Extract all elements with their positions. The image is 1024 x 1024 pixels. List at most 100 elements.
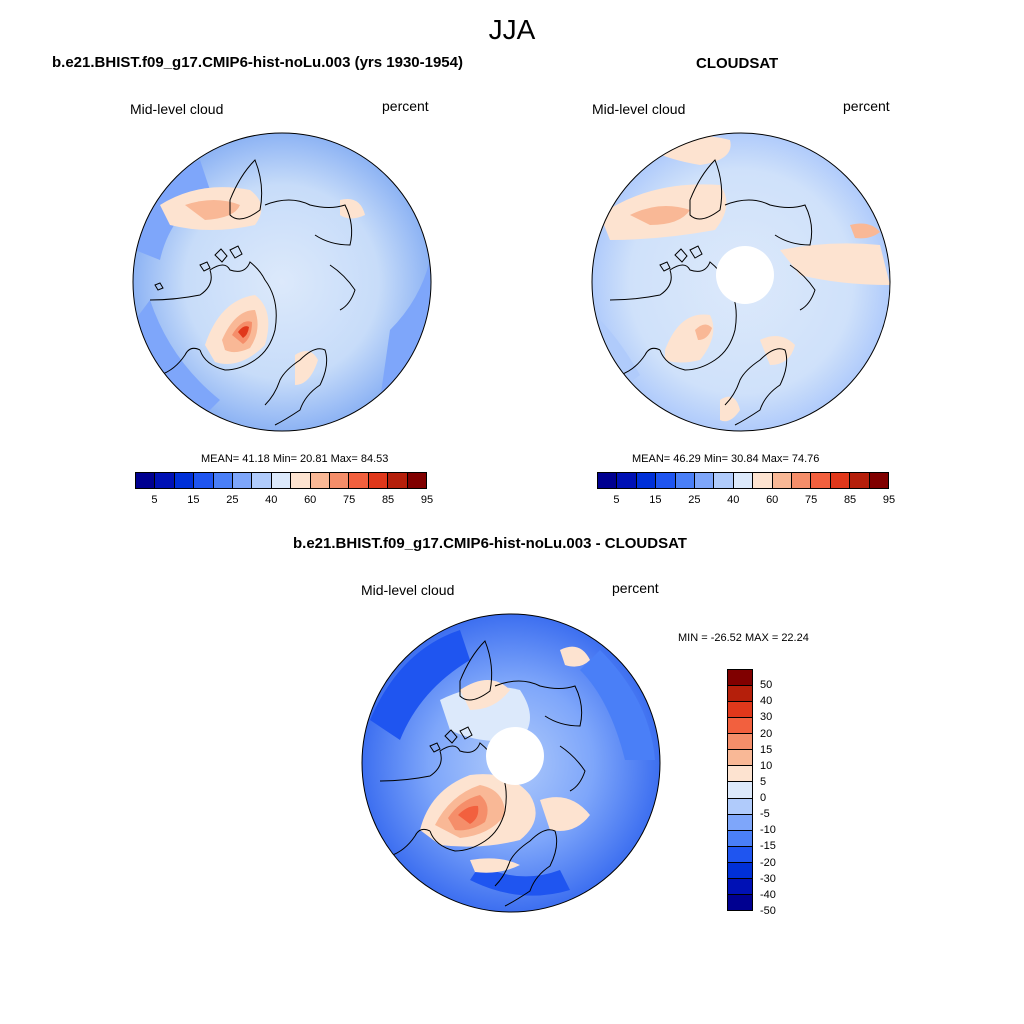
panel-1-max-cloud-core	[238, 326, 249, 338]
panel-1-colorbar-tick-label: 40	[265, 494, 278, 506]
panel-1-units-label: percent	[382, 98, 429, 114]
panel-1-colorbar-tick-label: 15	[187, 494, 200, 506]
panel-3-colorbar-swatch	[728, 798, 752, 815]
panel-3-colorbar-tick-label: 30	[760, 711, 773, 724]
panel-3-positive-region	[540, 797, 590, 831]
panel-3-colorbar-tick-label: 15	[760, 743, 773, 756]
panel-1-map	[133, 133, 431, 431]
panel-2-colorbar-swatch	[830, 473, 851, 488]
season-title: JJA	[488, 14, 536, 45]
panel-2-units-label: percent	[843, 98, 890, 114]
panel-3-colorbar-swatch	[728, 766, 752, 783]
panel-1-colorbar-swatch	[252, 473, 272, 488]
panel-1-colorbar-swatch	[174, 473, 195, 488]
panel-3-colorbar-swatch	[728, 814, 752, 831]
panel-1-map-border	[132, 132, 432, 432]
panel-3-colorbar-tick-label: 20	[760, 727, 773, 740]
panel-3-stats: MIN = -26.52 MAX = 22.24	[678, 632, 809, 644]
panel-1-colorbar-swatch	[194, 473, 214, 488]
panel-2-colorbar-tick-label: 95	[882, 494, 896, 506]
panel-2-polar-data-gap	[716, 246, 774, 304]
panel-2-map	[592, 133, 890, 431]
panel-3-max-positive-core	[458, 805, 479, 824]
panel-2-stats: MEAN= 46.29 Min= 30.84 Max= 74.76	[632, 453, 820, 465]
panel-1-colorbar-tick-label: 25	[226, 494, 239, 506]
panel-3-colorbar-tick-label: 5	[760, 775, 767, 788]
panel-2-colorbar-swatch	[617, 473, 637, 488]
panel-1-high-cloud-region	[185, 200, 240, 220]
panel-3-colorbar-swatch	[728, 830, 752, 847]
panel-3-positive-region	[560, 646, 590, 667]
panel-1-colorbar-swatch	[368, 473, 389, 488]
panel-1-colorbar-swatch	[271, 473, 292, 488]
panel-1-colorbar-tick-label: 85	[381, 494, 395, 506]
panel-3-colorbar-tick-label: 40	[760, 695, 773, 708]
panel-3-colorbar-tick-label: 0	[760, 792, 767, 805]
panel-1-coastlines	[149, 159, 356, 426]
panel-3-negative-region	[580, 650, 655, 760]
panel-1-low-cloud-region	[380, 260, 430, 400]
panel-1-title: b.e21.BHIST.f09_g17.CMIP6-hist-noLu.003 …	[52, 54, 463, 71]
panel-2-colorbar-tick-label: 85	[843, 494, 857, 506]
panel-1-low-cloud-region	[135, 300, 220, 420]
panel-3-map	[362, 614, 660, 912]
panel-3-negative-region	[370, 630, 470, 740]
panel-1-variable-label: Mid-level cloud	[130, 101, 224, 117]
panel-2-high-cloud-region	[780, 243, 890, 285]
panel-2-colorbar-swatch	[792, 473, 812, 488]
panel-1-colorbar-swatch	[330, 473, 350, 488]
panel-2-colorbar-swatch	[869, 473, 889, 488]
panel-3-map-border	[361, 613, 661, 913]
panel-2-colorbar-swatch	[714, 473, 734, 488]
panel-1-colorbar-swatch	[291, 473, 311, 488]
panel-2-colorbar-swatch	[753, 473, 773, 488]
panel-3-colorbar-tick-label: -15	[760, 840, 776, 853]
panel-1-colorbar	[135, 472, 427, 489]
panel-1-colorbar-swatch	[136, 473, 156, 488]
panel-1-colorbar-swatch	[233, 473, 253, 488]
panel-3-colorbar-tick-label: -5	[760, 808, 770, 821]
panel-2-low-cloud-region	[595, 320, 640, 390]
panel-2-colorbar-swatch	[772, 473, 793, 488]
panel-2-colorbar-swatch	[695, 473, 715, 488]
panel-3-colorbar-tick-label: -50	[760, 905, 776, 917]
panel-2-map-border	[591, 132, 891, 432]
panel-2-colorbar	[597, 472, 889, 489]
panel-3-colorbar-swatch	[728, 750, 752, 767]
panel-1-colorbar-tick-label: 95	[420, 494, 434, 506]
panel-2-colorbar-swatch	[636, 473, 657, 488]
panel-1-colorbar-tick-label: 75	[343, 494, 356, 506]
panel-3-colorbar-swatch	[728, 782, 752, 799]
panel-3-colorbar-swatch	[728, 862, 752, 879]
panel-3-colorbar-swatch	[728, 686, 752, 703]
panel-3-colorbar-swatch	[728, 718, 752, 735]
panel-2-colorbar-swatch	[811, 473, 831, 488]
panel-3-units-label: percent	[612, 580, 659, 596]
panel-3-colorbar-swatch	[728, 846, 752, 863]
panel-3-colorbar-ticks: 50 40 30 20 15 10 5 0 -5 -10 -15 -20 -30 -40 -50	[760, 669, 800, 917]
panel-2-colorbar-tick-label: 15	[649, 494, 662, 506]
panel-1-colorbar-swatch	[407, 473, 427, 488]
panel-3-colorbar-swatch	[728, 670, 752, 687]
panel-2-colorbar-swatch	[733, 473, 754, 488]
panel-1-colorbar-swatch	[213, 473, 234, 488]
panel-2-colorbar-tick-label: 60	[766, 494, 779, 506]
panel-3-near-zero-region	[440, 686, 530, 742]
panel-2-colorbar-tick-label: 40	[727, 494, 740, 506]
panel-2-colorbar-ticks: 5 15 25 40 60 75 85 95	[597, 494, 895, 508]
panel-3-colorbar-tick-label: -20	[760, 856, 776, 869]
panel-3-positive-region	[470, 858, 520, 873]
panel-3-variable-label: Mid-level cloud	[361, 582, 455, 598]
panel-1-colorbar-swatch	[349, 473, 369, 488]
panel-2-colorbar-tick-label: 25	[688, 494, 701, 506]
panel-2-high-cloud-region	[695, 324, 712, 340]
panel-1-colorbar-swatch	[388, 473, 408, 488]
panel-2-colorbar-tick-label: 5	[613, 494, 620, 506]
panel-3-colorbar-tick-label: -10	[760, 824, 776, 837]
panel-2-colorbar-swatch	[675, 473, 696, 488]
panel-3-colorbar-tick-label: 10	[760, 759, 773, 772]
panel-3-colorbar-tick-label: -30	[760, 872, 776, 885]
panel-3-colorbar-swatch	[728, 878, 752, 895]
panel-2-colorbar-swatch	[598, 473, 618, 488]
